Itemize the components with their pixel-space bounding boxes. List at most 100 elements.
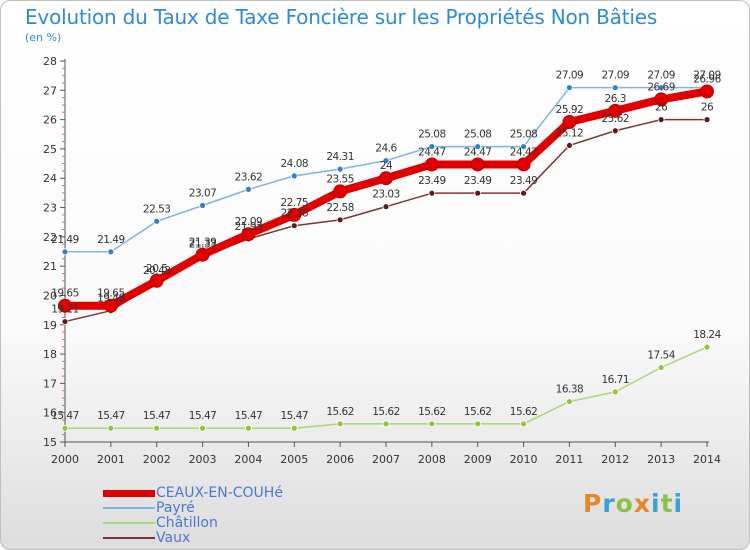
- data-point: [520, 420, 527, 428]
- y-tick-label: 15: [43, 436, 57, 449]
- x-tick-label: 2007: [372, 453, 400, 466]
- data-label: 25.12: [556, 127, 584, 139]
- data-point: [333, 184, 348, 199]
- data-point: [428, 420, 436, 428]
- data-point: [424, 157, 439, 172]
- proxiti-logo: Proxiti: [583, 489, 683, 518]
- data-point: [566, 398, 573, 405]
- x-tick-label: 2009: [464, 453, 492, 466]
- data-label: 15.47: [281, 410, 309, 422]
- y-tick-label: 18: [43, 348, 57, 361]
- data-label: 22.53: [143, 203, 171, 215]
- logo-letter: x: [633, 489, 651, 518]
- x-tick-label: 2008: [418, 453, 446, 466]
- data-point: [382, 203, 390, 211]
- data-point: [382, 157, 390, 165]
- data-label: 26: [655, 102, 668, 114]
- data-point: [703, 343, 711, 351]
- data-point: [58, 298, 72, 313]
- data-label: 15.62: [510, 406, 538, 418]
- data-label: 15.47: [143, 410, 171, 422]
- data-label: 26.69: [647, 81, 675, 93]
- data-point: [290, 222, 298, 230]
- logo-letter: i: [651, 489, 661, 518]
- chart-title: Evolution du Taux de Taxe Foncière sur l…: [25, 5, 658, 29]
- data-point: [153, 217, 161, 225]
- data-label: 27.09: [556, 70, 584, 82]
- data-label: 24.6: [375, 143, 397, 155]
- y-tick-label: 19: [43, 319, 57, 332]
- data-label: 15.62: [326, 406, 354, 418]
- data-point: [428, 189, 436, 197]
- data-point: [336, 216, 344, 224]
- data-point: [657, 364, 665, 371]
- y-tick-label: 22: [43, 231, 57, 244]
- data-label: 22.58: [326, 202, 354, 214]
- data-label: 16.38: [556, 384, 584, 396]
- data-point: [474, 143, 482, 150]
- data-label: 18.24: [693, 329, 721, 341]
- data-label: 15.47: [189, 410, 217, 422]
- x-tick-label: 2010: [510, 453, 538, 466]
- data-point: [199, 202, 206, 209]
- data-point: [153, 424, 161, 432]
- data-point: [566, 142, 573, 149]
- data-label: 15.62: [418, 406, 446, 418]
- y-tick-label: 28: [43, 55, 57, 68]
- data-label: 21.93: [235, 221, 263, 233]
- data-point: [287, 207, 302, 222]
- data-label: 27.09: [693, 70, 721, 82]
- data-point: [195, 247, 210, 262]
- legend-swatch: [103, 522, 155, 524]
- data-label: 25.08: [510, 129, 538, 141]
- data-point: [474, 189, 482, 197]
- data-point: [290, 424, 298, 432]
- logo-letter: t: [660, 489, 674, 518]
- data-point: [657, 116, 665, 124]
- data-point: [103, 298, 118, 313]
- legend-swatch: [103, 537, 155, 539]
- data-point: [520, 143, 527, 150]
- x-tick-label: 2011: [555, 453, 583, 466]
- y-tick-label: 17: [43, 377, 57, 390]
- data-label: 27.09: [602, 70, 630, 82]
- x-tick-label: 2002: [143, 453, 171, 466]
- data-label: 15.62: [372, 406, 400, 418]
- data-label: 24.47: [418, 146, 446, 158]
- data-point: [199, 424, 206, 432]
- legend-label: Châtillon: [156, 515, 218, 531]
- data-label: 19.65: [97, 288, 125, 300]
- data-point: [245, 185, 252, 193]
- legend-swatch: [103, 490, 155, 497]
- data-point: [382, 420, 390, 428]
- data-point: [566, 84, 573, 92]
- data-point: [474, 420, 482, 428]
- data-label: 19.11: [51, 304, 79, 316]
- data-label: 24.31: [326, 151, 354, 163]
- data-label: 20.43: [143, 265, 171, 277]
- data-label: 26: [701, 102, 714, 114]
- x-tick-label: 2012: [601, 453, 629, 466]
- data-point: [516, 157, 531, 172]
- data-point: [611, 388, 619, 396]
- data-point: [657, 84, 665, 92]
- x-tick-label: 2013: [647, 453, 675, 466]
- unit-label: (en %): [25, 31, 62, 44]
- data-label: 15.47: [235, 410, 263, 422]
- data-label: 25.62: [602, 113, 630, 125]
- logo-letter: P: [583, 489, 603, 518]
- data-label: 26.96: [693, 73, 721, 85]
- data-point: [379, 171, 393, 186]
- data-point: [336, 165, 344, 173]
- data-label: 17.54: [647, 350, 675, 362]
- legend-label: Payré: [156, 500, 195, 516]
- data-point: [107, 424, 115, 432]
- data-label: 25.08: [418, 129, 446, 141]
- data-label: 19.65: [51, 288, 79, 300]
- y-tick-label: 24: [43, 172, 57, 185]
- data-label: 23.49: [464, 175, 492, 187]
- legend-label: CEAUX-EN-COUHé: [156, 485, 283, 501]
- data-point: [61, 424, 69, 432]
- x-tick-label: 2001: [97, 453, 125, 466]
